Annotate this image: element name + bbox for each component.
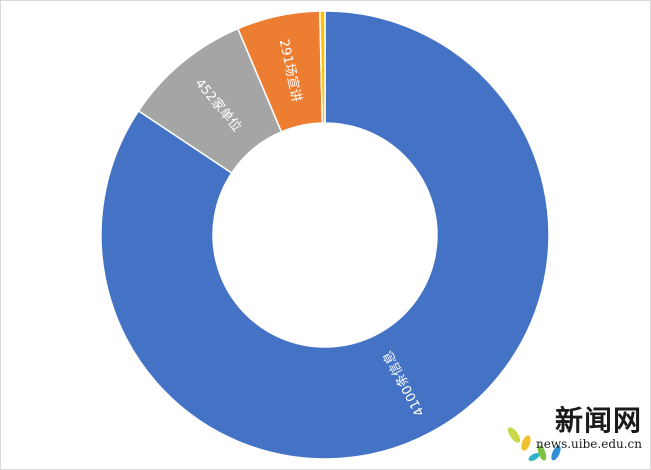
watermark-url: news.uibe.edu.cn [535,437,642,451]
leaf-logo-icon [507,427,561,461]
donut-slice-0 [100,10,550,460]
watermark-logo: 新闻网 news.uibe.edu.cn [504,399,644,465]
donut-slice-3 [319,10,326,124]
watermark-title: 新闻网 [554,404,642,437]
